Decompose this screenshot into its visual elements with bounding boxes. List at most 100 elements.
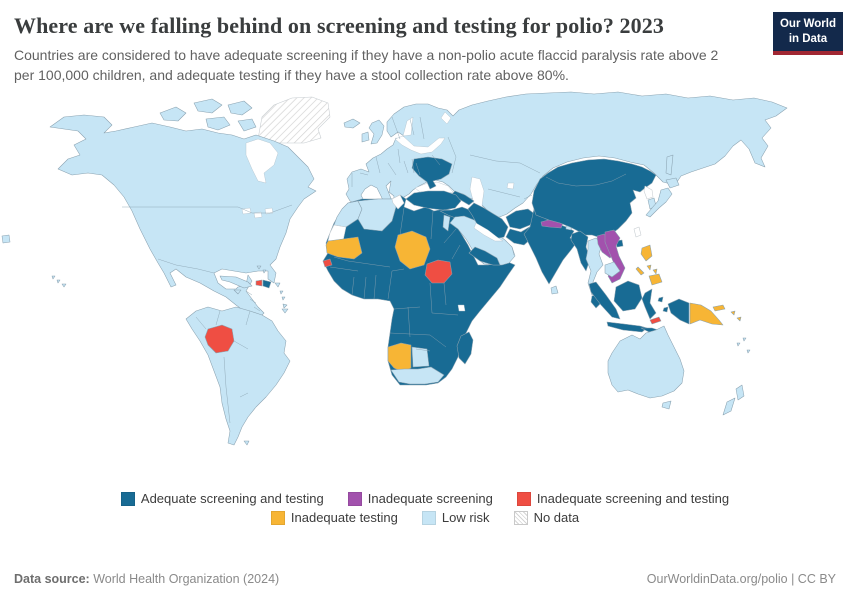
country-ukraine[interactable]: [411, 156, 453, 190]
country-iran[interactable]: [467, 202, 509, 240]
borders-africa: [329, 208, 461, 352]
region-africa: [322, 194, 516, 386]
legend-item-no-data[interactable]: No data: [513, 510, 579, 525]
landmass-south-america[interactable]: [185, 306, 291, 446]
country-algeria[interactable]: [357, 198, 397, 232]
aral-sea: [506, 182, 515, 190]
island-tasmania[interactable]: [661, 400, 672, 410]
country-botswana[interactable]: [411, 346, 430, 368]
page-subtitle: Countries are considered to have adequat…: [14, 47, 719, 83]
owid-logo-line1: Our World: [779, 18, 836, 30]
country-new-zealand[interactable]: [722, 384, 745, 416]
legend-item-adequate[interactable]: Adequate screening and testing: [120, 491, 324, 506]
country-canada-arctic-island[interactable]: [193, 98, 223, 114]
pacific-islands[interactable]: [736, 337, 751, 354]
region-north-america: [49, 98, 317, 322]
legend-label: Inadequate screening and testing: [536, 491, 730, 507]
country-madagascar[interactable]: [456, 331, 474, 365]
island-sumatra[interactable]: [588, 281, 621, 320]
island-borneo[interactable]: [613, 280, 643, 312]
left-edge-islands[interactable]: [1, 234, 11, 244]
white-sea: [440, 111, 452, 125]
lake-victoria: [457, 304, 466, 312]
country-niger[interactable]: [394, 230, 431, 270]
country-bahamas[interactable]: [256, 265, 267, 274]
island-sulawesi[interactable]: [641, 288, 657, 320]
region-eurasia: [343, 91, 788, 219]
owid-logo[interactable]: Our World in Data: [772, 12, 843, 55]
page-title: Where are we falling behind on screening…: [14, 13, 664, 38]
country-greenland[interactable]: [257, 96, 331, 144]
country-south-sudan[interactable]: [424, 259, 453, 284]
country-ireland[interactable]: [361, 131, 370, 143]
country-guinea-bissau[interactable]: [322, 258, 333, 268]
country-cuba[interactable]: [219, 275, 253, 289]
header: Where are we falling behind on screening…: [0, 0, 850, 85]
country-canada-arctic-island[interactable]: [205, 116, 231, 131]
footer: Data source: World Health Organization (…: [0, 572, 850, 586]
country-turkey[interactable]: [405, 190, 462, 211]
country-canada-arctic-island[interactable]: [159, 106, 187, 122]
country-solomon-islands[interactable]: [730, 310, 742, 322]
data-source-label: Data source:: [14, 572, 90, 586]
legend-item-inadequate-screening[interactable]: Inadequate screening: [347, 491, 493, 506]
region-south-america: [185, 306, 291, 446]
country-tunisia[interactable]: [391, 194, 405, 210]
country-canada-arctic-island[interactable]: [237, 118, 257, 132]
country-japan[interactable]: [645, 177, 680, 218]
country-south-africa[interactable]: [390, 366, 445, 385]
region-middle-east: [405, 190, 516, 266]
legend-item-inadequate-testing[interactable]: Inadequate testing: [270, 510, 398, 526]
country-australia[interactable]: [607, 325, 685, 399]
country-vietnam[interactable]: [604, 229, 626, 284]
country-iceland[interactable]: [343, 118, 361, 129]
borders-central-asia: [469, 154, 541, 200]
credit-link[interactable]: OurWorldinData.org/polio | CC BY: [646, 572, 836, 586]
legend-item-inadequate-both[interactable]: Inadequate screening and testing: [516, 491, 730, 507]
legend-swatch-no-data: [513, 510, 528, 525]
country-north-korea[interactable]: [643, 185, 654, 200]
lesser-antilles[interactable]: [279, 290, 289, 314]
country-canada-arctic-island[interactable]: [227, 100, 253, 116]
country-saudi-arabia[interactable]: [449, 215, 516, 266]
country-sri-lanka[interactable]: [550, 285, 559, 295]
legend-label: Inadequate testing: [290, 510, 398, 526]
country-cambodia[interactable]: [604, 261, 621, 278]
island-moluccas[interactable]: [657, 296, 669, 313]
country-philippines[interactable]: [635, 244, 663, 286]
country-timor-leste[interactable]: [649, 316, 662, 325]
country-dominican-republic[interactable]: [262, 279, 272, 289]
legend-row-1: Adequate screening and testing Inadequat…: [120, 491, 730, 507]
country-haiti[interactable]: [255, 279, 263, 287]
legend-label: Low risk: [441, 510, 490, 526]
country-yemen[interactable]: [468, 246, 501, 266]
country-united-kingdom[interactable]: [368, 119, 385, 145]
border-south-america: [195, 311, 251, 424]
country-papua-new-guinea[interactable]: [689, 302, 724, 326]
country-puerto-rico[interactable]: [274, 282, 281, 288]
legend-item-low-risk[interactable]: Low risk: [421, 510, 490, 526]
legend-swatch-inadequate-screening: [347, 491, 362, 506]
border-china-mongolia: [545, 173, 627, 187]
region-caribbean: [219, 265, 289, 314]
country-myanmar[interactable]: [570, 230, 591, 272]
island-java[interactable]: [606, 321, 648, 333]
hawaii[interactable]: [51, 275, 67, 288]
borders-europe: [351, 117, 457, 188]
country-taiwan[interactable]: [633, 226, 642, 238]
country-jamaica[interactable]: [233, 289, 242, 295]
island-west-new-guinea[interactable]: [667, 298, 690, 325]
region-oceania: [1, 234, 751, 416]
island-new-britain[interactable]: [712, 304, 726, 312]
map-legend: Adequate screening and testing Inadequat…: [0, 491, 850, 525]
sakhalin[interactable]: [665, 154, 674, 176]
country-mauritania[interactable]: [325, 236, 363, 260]
country-western-sahara[interactable]: [327, 224, 347, 242]
country-falkland-islands[interactable]: [243, 440, 250, 446]
landmass-north-america[interactable]: [49, 114, 317, 322]
owid-logo-line2: in Data: [788, 32, 828, 45]
legend-swatch-inadequate-testing: [270, 510, 285, 525]
baltic-sea: [394, 116, 446, 155]
country-jordan-israel[interactable]: [442, 214, 451, 232]
country-bolivia[interactable]: [204, 324, 235, 354]
